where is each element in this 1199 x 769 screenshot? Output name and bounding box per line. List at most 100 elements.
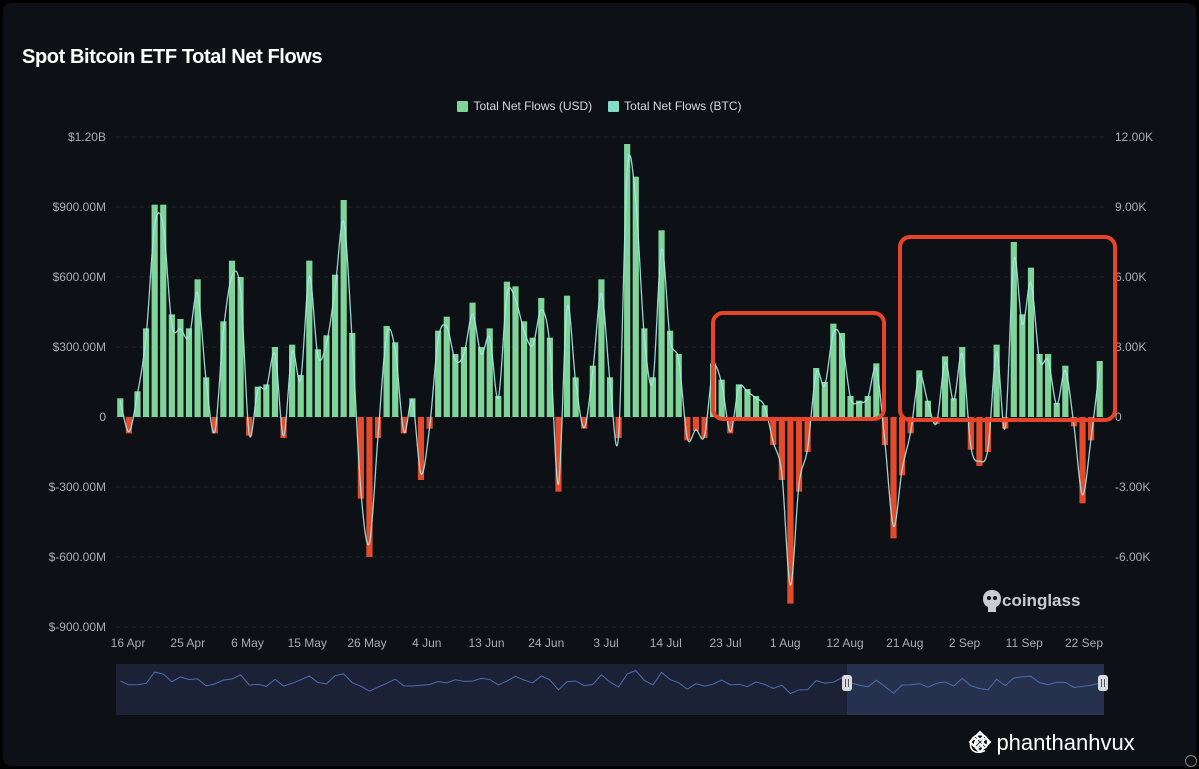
y-right-tick-label: 12.00K (1115, 130, 1153, 144)
x-tick-label: 3 Jul (593, 636, 618, 650)
outflow-bar (795, 417, 803, 492)
outflow-bar (246, 417, 253, 436)
outflow-bar (976, 417, 983, 466)
y-left-tick-label: $1.20B (68, 130, 106, 144)
inflow-bar (1045, 354, 1052, 417)
inflow-bar (959, 347, 966, 417)
outflow-bar (357, 417, 364, 499)
inflow-bar (606, 377, 614, 417)
legend-item-usd[interactable]: Total Net Flows (USD) (457, 99, 592, 113)
inflow-bar (1027, 267, 1035, 417)
highlight-box-aug (711, 311, 886, 421)
x-tick-label: 26 May (347, 636, 386, 650)
inflow-bar (443, 316, 450, 417)
inflow-bar (486, 328, 493, 417)
inflow-bar (589, 365, 596, 417)
inflow-bar (1062, 365, 1069, 417)
inflow-bar (306, 260, 313, 417)
x-tick-label: 13 Jun (468, 636, 504, 650)
outflow-bar (899, 417, 906, 476)
inflow-bar (1096, 361, 1103, 417)
inflow-bar (546, 337, 553, 417)
outflow-bar (890, 417, 897, 539)
inflow-bar (873, 363, 880, 417)
inflow-bar (632, 176, 639, 417)
inflow-bar (151, 204, 158, 417)
inflow-bar (142, 328, 150, 417)
y-left-tick-label: $-600.00M (49, 550, 106, 564)
navigator-handle-left[interactable] (842, 675, 852, 691)
legend-swatch-usd (457, 100, 469, 112)
btc-flow-line (119, 154, 1101, 586)
settings-icon[interactable] (1185, 755, 1197, 767)
outflow-bar (692, 417, 700, 431)
outflow-bar (366, 417, 373, 557)
inflow-bar (194, 279, 201, 417)
inflow-bar (864, 396, 871, 417)
inflow-bar (752, 396, 760, 417)
inflow-bar (228, 260, 236, 417)
x-tick-label: 4 Jun (412, 636, 441, 650)
inflow-bar (495, 396, 502, 417)
inflow-bar (314, 349, 321, 417)
inflow-bar (469, 302, 476, 417)
binance-icon (968, 730, 992, 754)
inflow-bar (950, 398, 957, 417)
credit-text: @ phanthanhvux (968, 730, 1135, 755)
inflow-bar (168, 314, 175, 417)
y-left-tick-label: $300.00M (53, 340, 106, 354)
inflow-bar (761, 405, 768, 417)
inflow-bar (538, 298, 545, 417)
inflow-bar (1010, 242, 1017, 417)
x-tick-label: 2 Sep (949, 636, 981, 650)
x-tick-label: 15 May (288, 636, 327, 650)
inflow-bar (1053, 403, 1060, 417)
inflow-bar (185, 328, 193, 417)
inflow-bar (220, 321, 227, 417)
inflow-bar (830, 323, 837, 417)
outflow-bar (280, 417, 287, 438)
inflow-bar (263, 384, 270, 417)
outflow-bar (125, 417, 132, 434)
x-tick-label: 16 Apr (111, 636, 146, 650)
inflow-bar (813, 368, 820, 417)
inflow-bar (177, 319, 184, 417)
inflow-bar (331, 274, 339, 417)
x-tick-label: 11 Sep (1006, 636, 1043, 650)
y-right-tick-label: 9.00K (1115, 200, 1146, 214)
legend-item-btc[interactable]: Total Net Flows (BTC) (608, 99, 742, 113)
inflow-bar (478, 347, 485, 417)
inflow-bar (847, 396, 854, 417)
inflow-bar (452, 354, 459, 417)
y-right-tick-label: 0 (1115, 410, 1122, 424)
inflow-bar (134, 391, 141, 417)
inflow-bar (718, 379, 725, 417)
inflow-bar (624, 144, 631, 417)
outflow-bar (701, 417, 708, 438)
y-right-tick-label: -3.00K (1115, 480, 1150, 494)
legend-label-usd: Total Net Flows (USD) (473, 99, 593, 113)
y-left-tick-label: $-900.00M (49, 620, 106, 634)
outflow-bar (555, 417, 562, 492)
inflow-bar (1019, 314, 1026, 417)
inflow-bar (503, 281, 510, 417)
inflow-bar (289, 344, 296, 417)
outflow-bar (727, 417, 734, 434)
outflow-bar (804, 417, 811, 452)
inflow-bar (383, 326, 390, 417)
outflow-bar (907, 417, 914, 434)
y-left-tick-label: 0 (99, 410, 106, 424)
navigator-handle-right[interactable] (1098, 675, 1108, 691)
x-tick-label: 21 Aug (886, 636, 923, 650)
inflow-bar (744, 389, 751, 417)
navigator-line (120, 670, 1100, 695)
inflow-bar (409, 398, 416, 417)
inflow-bar (916, 370, 923, 417)
x-tick-label: 6 May (231, 636, 264, 650)
inflow-bar (529, 337, 536, 417)
inflow-bar (323, 335, 330, 417)
inflow-bar (838, 333, 846, 417)
inflow-bar (435, 330, 442, 417)
outflow-bar (778, 417, 785, 480)
